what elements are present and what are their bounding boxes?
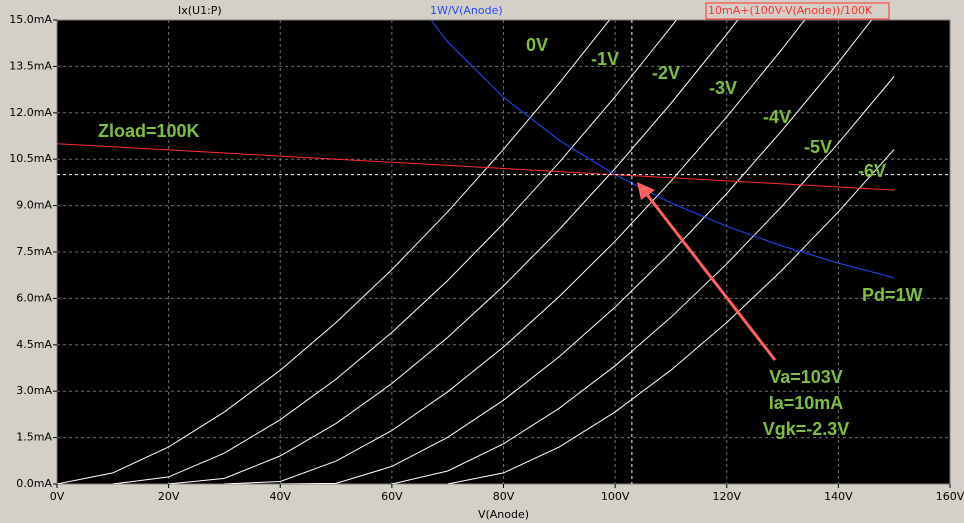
step-label: -5V — [804, 137, 832, 157]
traces — [57, 20, 950, 484]
x-tick-label: 100V — [601, 490, 630, 503]
x-tick-label: 140V — [824, 490, 853, 503]
step-label: -2V — [652, 63, 680, 83]
step-label: -1V — [591, 49, 619, 69]
legend-box — [705, 2, 890, 20]
legend-entry: 1W/V(Anode) — [430, 4, 503, 17]
step-label: -3V — [709, 78, 737, 98]
y-tick-label: 0.0mA — [16, 477, 52, 490]
y-tick-label: 15.0mA — [9, 13, 52, 26]
step-label: -6V — [858, 161, 886, 181]
x-tick-label: 60V — [381, 490, 403, 503]
x-tick-label: 160V — [936, 490, 964, 503]
x-tick-label: 40V — [269, 490, 291, 503]
annotation: Zload=100K — [98, 121, 200, 141]
annotation: Va=103V — [769, 367, 843, 387]
curve — [112, 20, 677, 484]
y-tick-label: 3.0mA — [16, 384, 52, 397]
curve — [57, 20, 611, 484]
step-label: -4V — [763, 107, 791, 127]
y-tick-label: 12.0mA — [9, 106, 52, 119]
annotation: Ia=10mA — [769, 393, 844, 413]
y-tick-label: 6.0mA — [16, 291, 52, 304]
curve — [447, 148, 895, 484]
labels: 0.0mA 1.5mA 3.0mA 4.5mA 6.0mA 7.5mA 9.0mA 10.5m… — [9, 2, 964, 521]
curve — [168, 20, 739, 484]
y-tick-label: 9.0mA — [16, 199, 52, 212]
x-tick-label: 120V — [712, 490, 741, 503]
curve — [224, 20, 806, 484]
y-tick-label: 4.5mA — [16, 338, 52, 351]
y-tick-label: 1.5mA — [16, 431, 52, 444]
trace — [57, 143, 895, 191]
annotation: Vgk=-2.3V — [763, 419, 850, 439]
legend-entry: 10mA+(100V-V(Anode))/100K — [708, 4, 873, 17]
x-axis-label: V(Anode) — [478, 508, 529, 521]
annotation: Pd=1W — [862, 285, 923, 305]
legend-entry: Ix(U1:P) — [178, 4, 222, 17]
arrow-shaft — [643, 191, 777, 361]
curve — [280, 20, 873, 484]
y-tick-label: 7.5mA — [16, 245, 52, 258]
x-tick-label: 80V — [493, 490, 515, 503]
y-tick-label: 10.5mA — [9, 152, 52, 165]
x-tick-label: 20V — [158, 490, 180, 503]
y-tick-label: 13.5mA — [9, 59, 52, 72]
x-tick-label: 0V — [50, 490, 65, 503]
step-label: 0V — [526, 35, 548, 55]
curve — [391, 75, 895, 484]
arrow-head — [637, 182, 655, 200]
